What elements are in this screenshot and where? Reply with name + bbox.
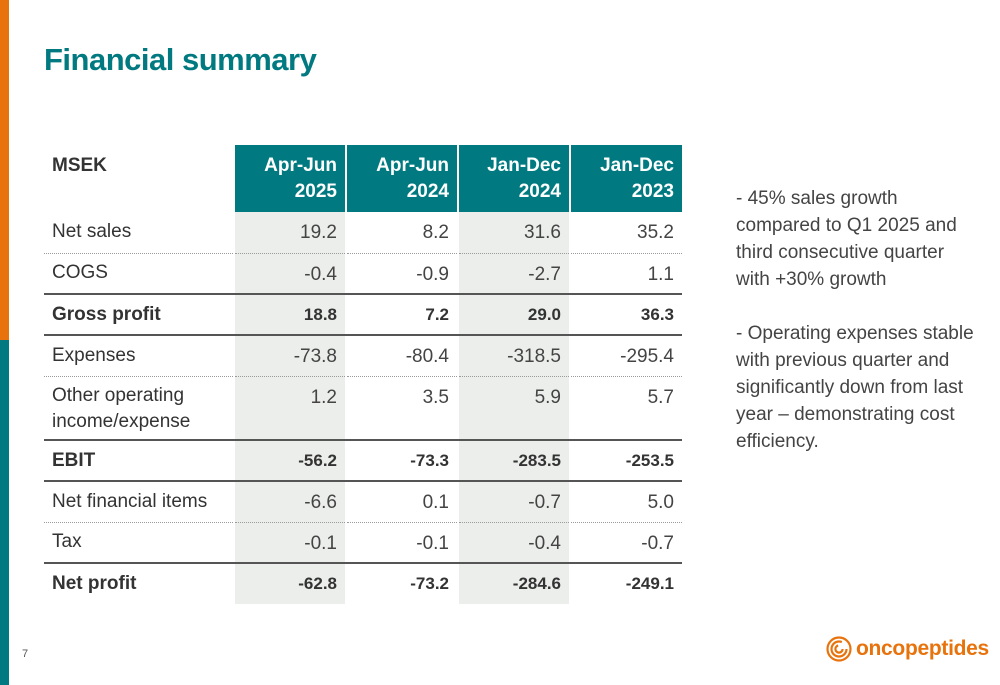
table-cell: -73.8 [233,335,346,377]
bullet-text: - 45% sales growth compared to Q1 2025 a… [736,188,957,290]
table-cell: 5.9 [457,376,570,441]
table-row: Tax -0.1 -0.1 -0.4 -0.7 [44,522,682,564]
row-label: Net profit [52,573,137,594]
table-cell: -295.4 [569,335,682,377]
table-cell: -2.7 [457,253,570,295]
table-row: EBIT -56.2 -73.3 -283.5 -253.5 [44,440,682,482]
table-row: Net sales 19.2 8.2 31.6 35.2 [44,212,682,254]
table-cell: -284.6 [457,563,570,604]
table-row: Other operating income/expense 1.2 3.5 5.… [44,376,682,441]
table-cell: 18.8 [233,294,346,336]
table-cell: 5.7 [569,376,682,441]
table-cell: 35.2 [569,212,682,254]
row-label: Other operating income/expense [44,376,234,441]
table-cell: -56.2 [233,440,346,482]
table-cell: -318.5 [457,335,570,377]
unit-header: MSEK [44,145,234,212]
table-cell: -283.5 [457,440,570,482]
table-cell: -0.1 [345,522,458,564]
commentary-bullets: - 45% sales growth compared to Q1 2025 a… [736,185,976,482]
table-cell: 29.0 [457,294,570,336]
period-header: Apr-Jun 2024 [345,145,458,212]
row-label: EBIT [44,440,234,482]
accent-bar-teal [0,340,9,685]
table-cell: 0.1 [345,481,458,523]
table-cell: 31.6 [457,212,570,254]
table-row: Expenses -73.8 -80.4 -318.5 -295.4 [44,335,682,377]
logo-text: oncopeptides [856,637,989,660]
period-header: Apr-Jun 2025 [233,145,346,212]
row-label: Net financial items [44,481,234,523]
table-row: Net financial items -6.6 0.1 -0.7 5.0 [44,481,682,523]
table-cell: -73.2 [345,563,458,604]
table-cell: -62.8 [233,563,346,604]
table-cell: 1.2 [233,376,346,441]
table-cell: -0.9 [345,253,458,295]
period-header: Jan-Dec 2023 [569,145,682,212]
table-header-row: MSEK Apr-Jun 2025 Apr-Jun 2024 Jan-Dec 2024… [44,145,682,212]
table-row: Net profit -62.8 -73.2 -284.6 -249.1 [44,563,682,604]
table-cell: -0.1 [233,522,346,564]
table-cell: 3.5 [345,376,458,441]
table-row: COGS -0.4 -0.9 -2.7 1.1 [44,253,682,295]
oncopeptides-spiral-icon [826,636,852,662]
table-cell: -0.4 [457,522,570,564]
table-row: Gross profit 18.8 7.2 29.0 36.3 [44,294,682,336]
table-cell: 1.1 [569,253,682,295]
row-label: Expenses [44,335,234,377]
page-title: Financial summary [44,42,317,77]
table-cell: 19.2 [233,212,346,254]
table-cell: 36.3 [569,294,682,336]
company-logo: oncopeptides [826,636,989,662]
table-cell: -249.1 [569,563,682,604]
row-label: Net sales [44,212,234,254]
row-label: Tax [44,522,234,564]
table-cell: 5.0 [569,481,682,523]
table-cell: -0.7 [457,481,570,523]
bullet-text: - Operating expenses stable with previou… [736,323,974,452]
accent-bar-orange [0,0,9,340]
period-header: Jan-Dec 2024 [457,145,570,212]
table-cell: 7.2 [345,294,458,336]
table-cell: -0.7 [569,522,682,564]
table-cell: -253.5 [569,440,682,482]
table-cell: -0.4 [233,253,346,295]
row-label: COGS [44,253,234,295]
table-cell: -80.4 [345,335,458,377]
row-label: Gross profit [44,294,234,336]
table-cell: -73.3 [345,440,458,482]
page-number: 7 [22,648,29,660]
table-cell: 8.2 [345,212,458,254]
financial-table: MSEK Apr-Jun 2025 Apr-Jun 2024 Jan-Dec 2024… [44,145,682,604]
table-cell: -6.6 [233,481,346,523]
